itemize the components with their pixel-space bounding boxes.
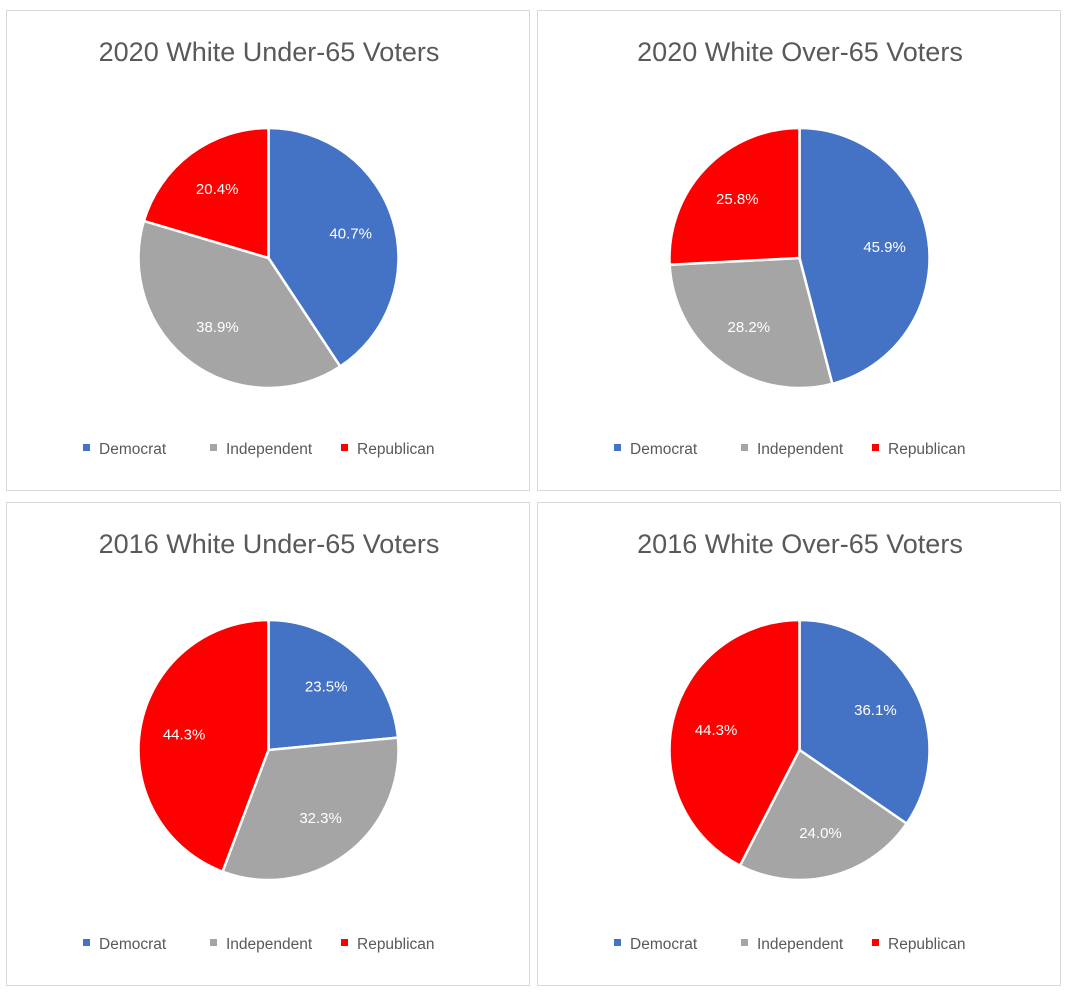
chart-title: 2016 White Over-65 Voters xyxy=(637,529,963,559)
legend-swatch-democrat xyxy=(614,939,621,946)
legend-swatch-democrat xyxy=(83,444,90,451)
data-label-independent: 24.0% xyxy=(799,825,842,842)
legend-swatch-independent xyxy=(741,444,748,451)
pie-chart-svg: 2016 White Under-65 Voters 23.5% 32.3% 44.3… xyxy=(83,529,440,953)
legend-label-republican: Republican xyxy=(357,936,435,953)
data-label-democrat: 40.7% xyxy=(329,225,372,242)
legend-label-republican: Republican xyxy=(888,936,966,953)
legend-swatch-democrat xyxy=(614,444,621,451)
chart-panel-2016-over-65: 2016 White Over-65 Voters 36.1% 24.0% 44.3%… xyxy=(537,502,1061,986)
pie-slice-independent xyxy=(738,748,908,882)
legend-swatch-republican xyxy=(341,444,348,451)
legend-label-democrat: Democrat xyxy=(99,936,167,953)
pie-slice-republican xyxy=(668,618,801,867)
pie-slice-independent xyxy=(137,219,342,390)
chart-panel-2016-under-65: 2016 White Under-65 Voters 23.5% 32.3% 44.3… xyxy=(6,502,530,986)
legend-label-republican: Republican xyxy=(357,441,435,458)
legend-swatch-independent xyxy=(741,939,748,946)
legend-label-independent: Independent xyxy=(757,441,844,458)
chart-panel-2020-over-65: 2020 White Over-65 Voters 45.9% 28.2% 25.8%… xyxy=(537,10,1061,491)
legend-swatch-democrat xyxy=(83,939,90,946)
data-label-independent: 38.9% xyxy=(196,319,239,336)
legend-label-independent: Independent xyxy=(757,936,844,953)
legend-label-democrat: Democrat xyxy=(630,441,698,458)
legend-label-democrat: Democrat xyxy=(99,441,167,458)
pie-slice-independent xyxy=(668,256,834,390)
pie-slice-republican xyxy=(137,618,270,873)
legend-label-democrat: Democrat xyxy=(630,936,698,953)
legend-swatch-republican xyxy=(341,939,348,946)
legend-label-independent: Independent xyxy=(226,441,313,458)
pie-slice-democrat xyxy=(798,126,931,386)
pie-slice-democrat xyxy=(267,618,400,752)
legend-label-republican: Republican xyxy=(888,441,966,458)
chart-title: 2020 White Over-65 Voters xyxy=(637,37,963,67)
chart-legend: Democrat Independent Republican xyxy=(614,936,966,953)
data-label-independent: 32.3% xyxy=(299,810,342,827)
chart-title: 2016 White Under-65 Voters xyxy=(99,529,440,559)
chart-legend: Democrat Independent Republican xyxy=(83,441,435,458)
legend-swatch-republican xyxy=(872,939,879,946)
data-label-republican: 44.3% xyxy=(695,722,738,739)
data-label-republican: 44.3% xyxy=(163,727,206,744)
data-label-democrat: 23.5% xyxy=(305,679,348,696)
data-label-republican: 20.4% xyxy=(196,181,239,198)
data-label-democrat: 36.1% xyxy=(854,702,897,719)
pie-chart-svg: 2016 White Over-65 Voters 36.1% 24.0% 44.3%… xyxy=(614,529,966,953)
pie-slice-independent xyxy=(221,736,400,882)
chart-legend: Democrat Independent Republican xyxy=(614,441,966,458)
data-label-democrat: 45.9% xyxy=(863,239,906,256)
legend-swatch-republican xyxy=(872,444,879,451)
data-label-republican: 25.8% xyxy=(716,191,759,208)
legend-label-independent: Independent xyxy=(226,936,313,953)
chart-title: 2020 White Under-65 Voters xyxy=(99,37,440,67)
pie-chart-svg: 2020 White Under-65 Voters 40.7% 38.9% 20.4… xyxy=(83,37,440,458)
chart-legend: Democrat Independent Republican xyxy=(83,936,435,953)
pie-slice-republican xyxy=(668,126,801,266)
data-label-independent: 28.2% xyxy=(728,319,771,336)
chart-panel-2020-under-65: 2020 White Under-65 Voters 40.7% 38.9% 20.4… xyxy=(6,10,530,491)
pie-slice-democrat xyxy=(798,618,931,825)
legend-swatch-independent xyxy=(210,444,217,451)
pie-slice-republican xyxy=(142,126,270,260)
pie-chart-svg: 2020 White Over-65 Voters 45.9% 28.2% 25.8%… xyxy=(614,37,966,458)
legend-swatch-independent xyxy=(210,939,217,946)
